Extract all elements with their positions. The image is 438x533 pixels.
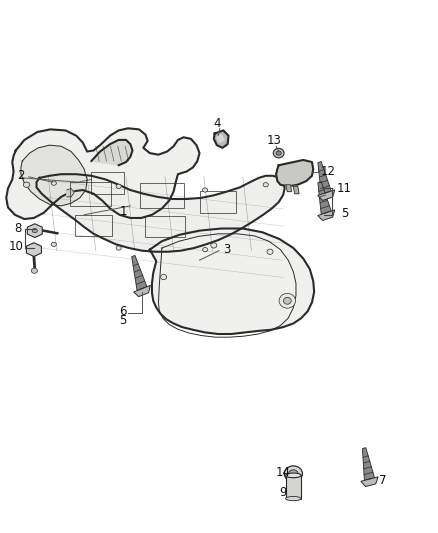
Polygon shape (134, 285, 150, 297)
Bar (200, 191, 236, 213)
Text: 9: 9 (279, 486, 287, 499)
Text: 5: 5 (119, 314, 127, 327)
Polygon shape (36, 174, 285, 252)
Text: 8: 8 (14, 222, 21, 235)
Ellipse shape (284, 466, 303, 482)
Text: 6: 6 (119, 305, 127, 318)
Ellipse shape (267, 249, 273, 254)
Text: 5: 5 (341, 207, 348, 220)
Ellipse shape (51, 242, 57, 246)
Ellipse shape (32, 229, 37, 233)
Ellipse shape (283, 297, 291, 304)
Polygon shape (214, 131, 229, 148)
Polygon shape (21, 145, 87, 206)
Ellipse shape (202, 247, 208, 252)
Ellipse shape (51, 181, 57, 185)
Ellipse shape (202, 188, 208, 192)
Ellipse shape (289, 470, 298, 478)
Polygon shape (67, 189, 74, 197)
Bar (75, 215, 112, 236)
Bar (70, 182, 111, 206)
Bar (286, 475, 301, 498)
Text: 1: 1 (119, 205, 127, 217)
Polygon shape (362, 448, 374, 480)
Text: 4: 4 (213, 117, 221, 130)
Polygon shape (132, 255, 147, 290)
Ellipse shape (23, 182, 30, 188)
Polygon shape (286, 185, 292, 191)
Polygon shape (361, 477, 378, 487)
Ellipse shape (276, 151, 281, 155)
Text: 13: 13 (267, 134, 282, 148)
Polygon shape (293, 187, 299, 193)
Ellipse shape (116, 246, 121, 250)
Polygon shape (276, 160, 313, 187)
Bar (140, 183, 184, 208)
Polygon shape (318, 182, 331, 214)
Polygon shape (92, 140, 133, 165)
Text: 3: 3 (223, 243, 230, 256)
Polygon shape (150, 229, 314, 334)
Ellipse shape (32, 268, 37, 273)
Polygon shape (26, 243, 42, 256)
Ellipse shape (161, 274, 167, 280)
Ellipse shape (286, 496, 301, 500)
Polygon shape (217, 135, 224, 142)
Text: 11: 11 (337, 182, 352, 195)
Polygon shape (318, 210, 335, 221)
Polygon shape (318, 161, 331, 195)
Ellipse shape (279, 293, 296, 308)
Ellipse shape (286, 473, 301, 478)
Text: 7: 7 (379, 474, 386, 487)
Polygon shape (318, 190, 335, 200)
Polygon shape (27, 224, 42, 238)
Ellipse shape (211, 243, 217, 248)
Text: 10: 10 (8, 240, 23, 253)
Bar (92, 172, 124, 193)
Polygon shape (6, 128, 200, 219)
Text: 2: 2 (17, 169, 25, 182)
Bar (145, 216, 185, 238)
Text: 12: 12 (321, 165, 336, 178)
Ellipse shape (116, 184, 121, 189)
Ellipse shape (263, 183, 268, 187)
Ellipse shape (273, 148, 284, 158)
Text: 14: 14 (276, 466, 290, 479)
